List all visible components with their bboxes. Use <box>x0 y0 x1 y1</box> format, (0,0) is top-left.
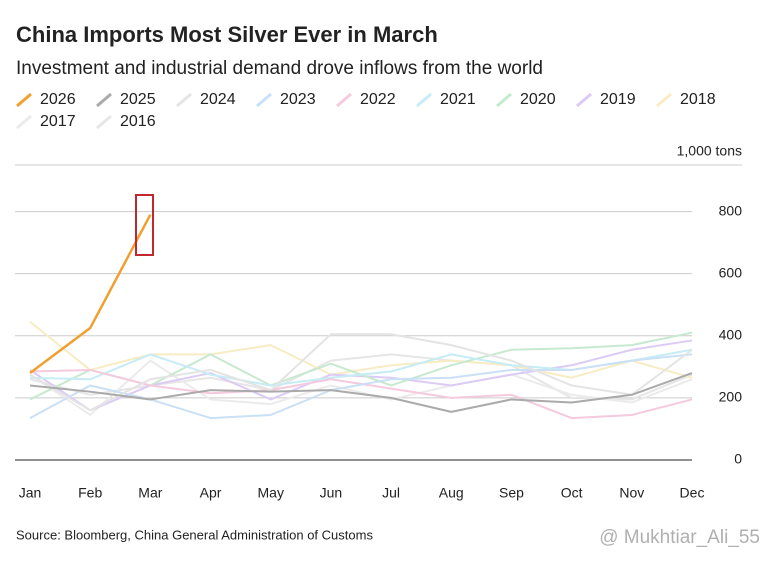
y-tick-label: 0 <box>734 451 742 467</box>
x-tick-label: Aug <box>439 485 464 501</box>
series-line <box>29 353 693 420</box>
legend-label: 2024 <box>200 91 236 108</box>
legend-swatch <box>16 114 32 130</box>
series-line <box>29 359 693 416</box>
legend-swatch <box>256 92 272 108</box>
legend-swatch <box>176 92 192 108</box>
legend-swatch <box>96 114 112 130</box>
series-line <box>29 339 693 412</box>
legend-label: 2019 <box>600 91 636 108</box>
x-tick-label: Mar <box>138 485 162 501</box>
series-line <box>29 321 693 379</box>
x-tick-label: Jun <box>320 485 343 501</box>
legend-label: 2021 <box>440 91 476 108</box>
legend-label: 2025 <box>120 91 156 108</box>
legend-swatch <box>656 92 672 108</box>
x-tick-label: Oct <box>561 485 583 501</box>
legend-label: 2022 <box>360 91 396 108</box>
y-tick-label: 800 <box>719 202 743 218</box>
legend-label: 2023 <box>280 91 316 108</box>
legend-label: 2016 <box>120 113 156 130</box>
y-tick-label: 400 <box>719 326 743 342</box>
x-tick-label: Dec <box>680 485 705 501</box>
y-tick-label: 600 <box>719 264 743 280</box>
legend-swatch <box>496 92 512 108</box>
chart-title: China Imports Most Silver Ever in March <box>16 22 438 47</box>
watermark: @ Mukhtiar_Ali_55 <box>599 527 760 548</box>
legend-label: 2017 <box>40 113 76 130</box>
series-line <box>29 333 693 412</box>
highlight-box <box>135 194 154 256</box>
legend-swatch <box>576 92 592 108</box>
y-tick-label: 200 <box>719 389 743 405</box>
x-tick-label: May <box>258 485 284 501</box>
series-line <box>29 372 693 413</box>
legend-label: 2026 <box>40 91 76 108</box>
legend-label: 2020 <box>520 91 556 108</box>
legend-swatch <box>336 92 352 108</box>
legend-swatch <box>416 92 432 108</box>
x-tick-label: Jan <box>19 485 42 501</box>
x-tick-label: Nov <box>619 485 644 501</box>
legend-swatch <box>16 92 32 108</box>
x-tick-label: Sep <box>499 485 524 501</box>
legend-swatch <box>96 92 112 108</box>
x-tick-label: Feb <box>78 485 102 501</box>
chart-subtitle: Investment and industrial demand drove i… <box>16 58 543 79</box>
x-tick-label: Apr <box>200 485 222 501</box>
x-tick-label: Jul <box>382 485 400 501</box>
y-unit: 1,000 tons <box>677 143 742 159</box>
series-line <box>29 353 693 401</box>
series-line <box>29 214 152 375</box>
legend-label: 2018 <box>680 91 716 108</box>
source: Source: Bloomberg, China General Adminis… <box>16 527 373 542</box>
